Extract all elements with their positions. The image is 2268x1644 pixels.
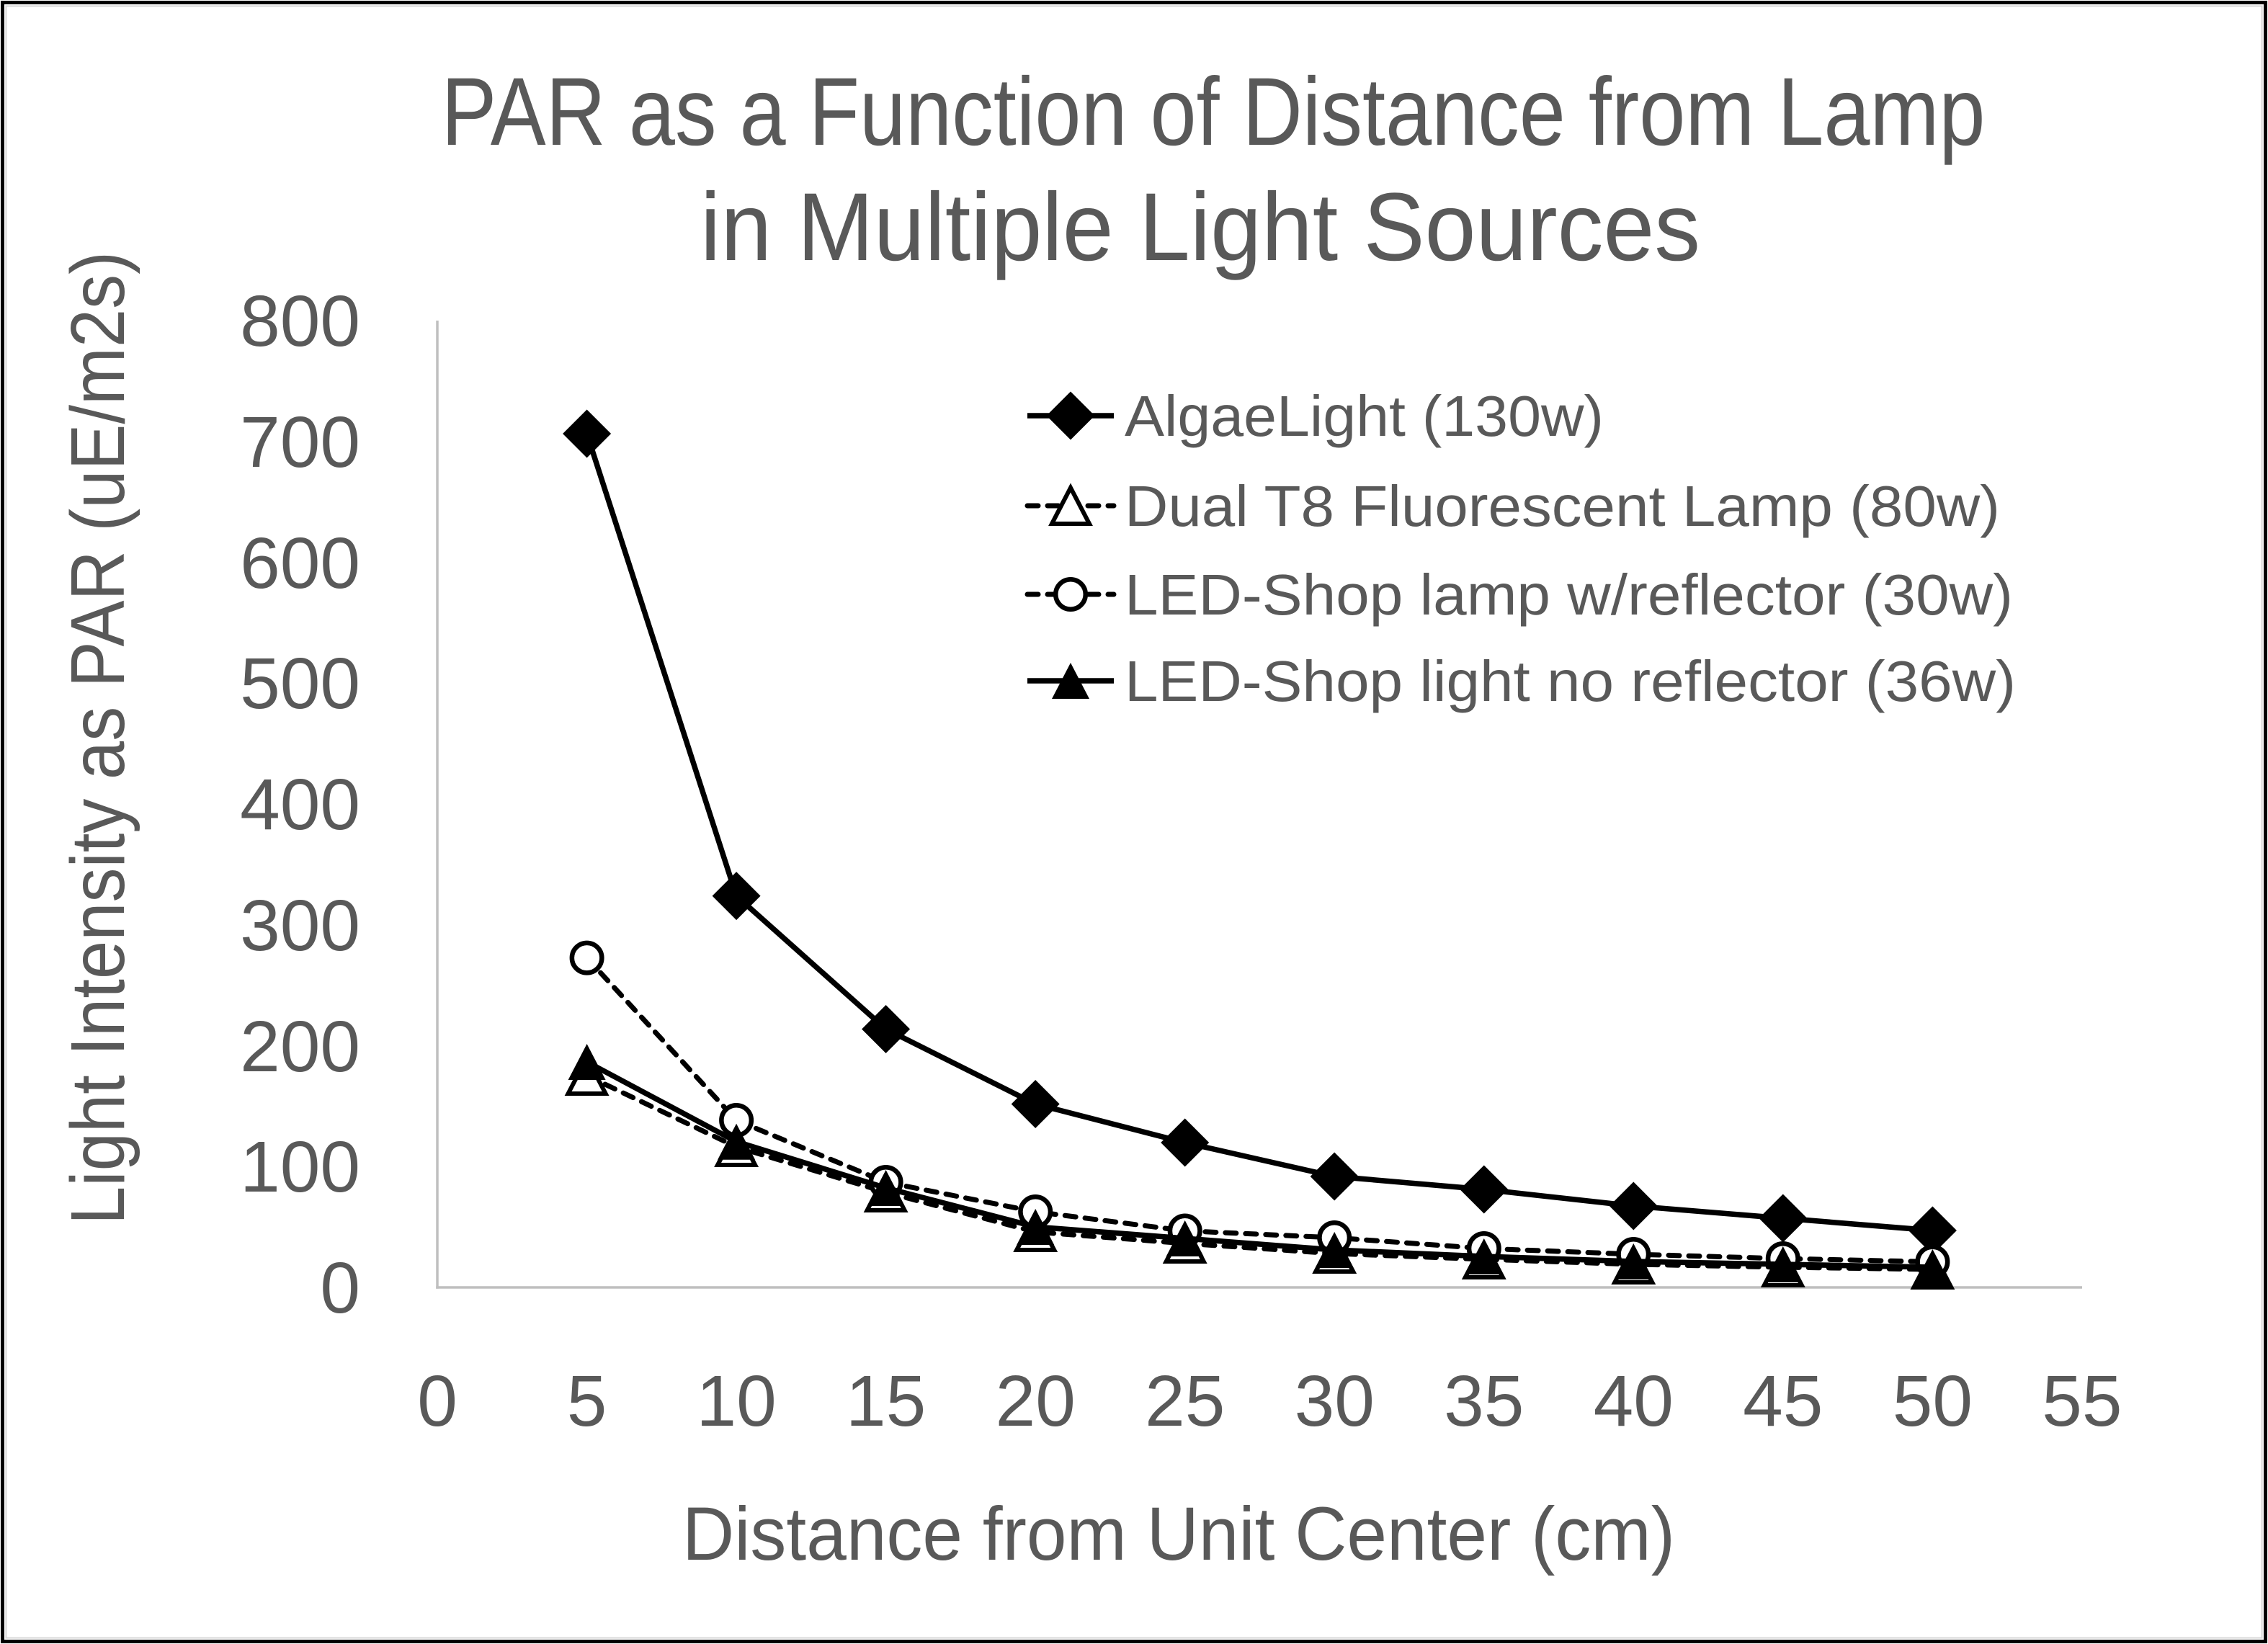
svg-text:10: 10 — [696, 1361, 776, 1442]
svg-text:5: 5 — [567, 1361, 607, 1442]
svg-text:Light Intensity as PAR (uE/m2s: Light Intensity as PAR (uE/m2s) — [55, 251, 140, 1225]
svg-text:15: 15 — [846, 1361, 926, 1442]
svg-text:500: 500 — [240, 643, 360, 724]
svg-text:LED-Shop light no reflector (3: LED-Shop light no reflector (36w) — [1125, 649, 2016, 713]
svg-text:200: 200 — [240, 1006, 360, 1087]
svg-text:0: 0 — [417, 1361, 457, 1442]
svg-text:800: 800 — [240, 281, 360, 362]
svg-text:40: 40 — [1594, 1361, 1674, 1442]
svg-text:PAR as a Function of Distance: PAR as a Function of Distance from Lamp — [442, 58, 1986, 166]
svg-text:Distance from Unit Center (cm): Distance from Unit Center (cm) — [682, 1492, 1675, 1576]
svg-text:AlgaeLight (130w): AlgaeLight (130w) — [1125, 384, 1604, 448]
svg-text:300: 300 — [240, 885, 360, 966]
svg-text:in Multiple Light Sources: in Multiple Light Sources — [700, 174, 1700, 281]
svg-text:25: 25 — [1145, 1361, 1225, 1442]
svg-text:50: 50 — [1893, 1361, 1973, 1442]
svg-text:30: 30 — [1295, 1361, 1375, 1442]
svg-text:35: 35 — [1444, 1361, 1524, 1442]
svg-text:0: 0 — [320, 1248, 360, 1328]
svg-text:600: 600 — [240, 523, 360, 604]
svg-text:20: 20 — [996, 1361, 1076, 1442]
svg-text:LED-Shop lamp w/reflector (30w: LED-Shop lamp w/reflector (30w) — [1125, 563, 2013, 627]
svg-text:400: 400 — [240, 764, 360, 845]
svg-text:700: 700 — [240, 402, 360, 483]
svg-text:100: 100 — [240, 1127, 360, 1207]
svg-text:45: 45 — [1743, 1361, 1823, 1442]
svg-text:Dual T8 Fluorescent Lamp (80w: Dual T8 Fluorescent Lamp (80w) — [1125, 474, 2000, 538]
svg-text:55: 55 — [2042, 1361, 2122, 1442]
